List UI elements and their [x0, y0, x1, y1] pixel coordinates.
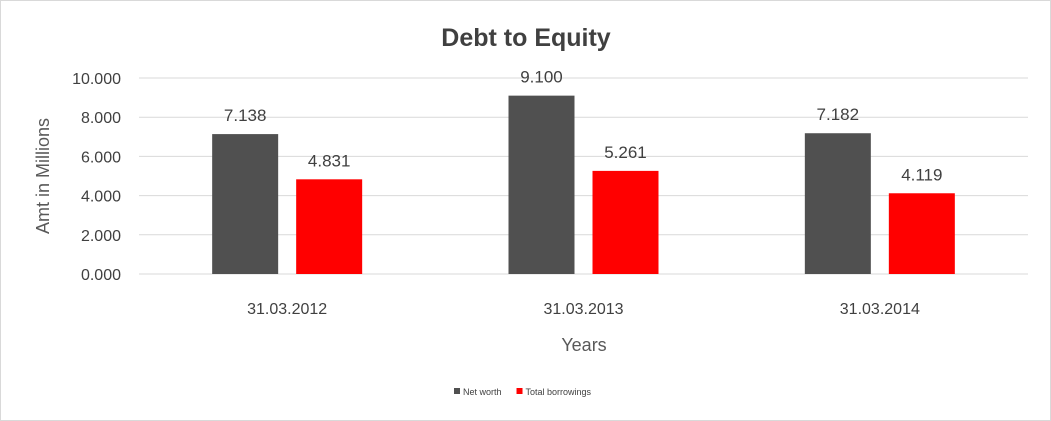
y-tick-label: 2.000	[81, 228, 121, 245]
gridlines	[139, 77, 1028, 275]
y-axis-ticks: 0.000 2.000 4.000 6.000 8.000 10.000	[72, 71, 121, 284]
bar-net-worth-3	[804, 133, 871, 274]
x-category-label: 31.03.2013	[543, 301, 623, 318]
legend-label: Net worth	[463, 387, 502, 397]
y-tick-label: 8.000	[81, 110, 121, 127]
y-tick-label: 0.000	[81, 267, 121, 284]
data-label: 5.261	[604, 143, 647, 162]
data-label: 9.100	[520, 68, 563, 87]
legend: Net worth Total borrowings	[454, 387, 592, 397]
data-labels: 7.138 4.831 9.100 5.261 7.182 4.119	[224, 68, 943, 185]
legend-label: Total borrowings	[526, 387, 592, 397]
y-tick-label: 10.000	[72, 71, 121, 88]
data-label: 7.138	[224, 106, 267, 125]
bars	[212, 95, 955, 274]
bar-total-borrowings-2	[592, 170, 659, 274]
data-label: 7.182	[817, 105, 860, 124]
chart-title: Debt to Equity	[441, 24, 611, 52]
y-tick-label: 6.000	[81, 149, 121, 166]
legend-swatch	[454, 388, 460, 394]
y-tick-label: 4.000	[81, 189, 121, 206]
data-label: 4.119	[901, 165, 942, 184]
data-label: 4.831	[308, 151, 351, 170]
bar-total-borrowings-1	[296, 179, 363, 274]
y-axis-label: Amt in Millions	[33, 118, 53, 234]
x-axis-label: Years	[561, 335, 606, 355]
bar-net-worth-2	[508, 95, 575, 274]
legend-swatch	[516, 388, 523, 394]
bar-total-borrowings-3	[888, 193, 955, 274]
x-category-label: 31.03.2014	[840, 301, 920, 318]
bar-net-worth-1	[212, 134, 279, 274]
x-axis-categories: 31.03.2012 31.03.2013 31.03.2014	[247, 301, 920, 318]
x-category-label: 31.03.2012	[247, 301, 327, 318]
